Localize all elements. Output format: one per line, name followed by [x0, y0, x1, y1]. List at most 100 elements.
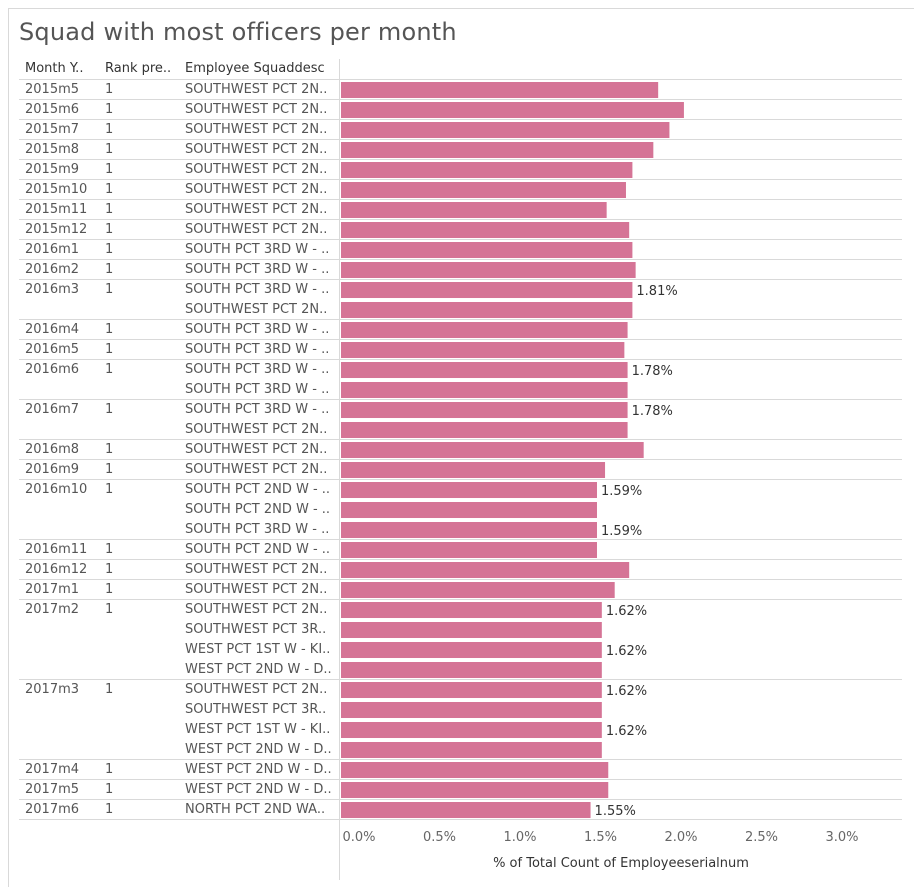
row-squad[interactable]: SOUTH PCT 3RD W - .. — [185, 342, 330, 357]
row-squad[interactable]: SOUTH PCT 3RD W - .. — [185, 402, 330, 417]
row-rank[interactable]: 1 — [105, 682, 114, 697]
row-month[interactable]: 2016m4 — [25, 322, 80, 337]
row-month[interactable]: 2016m6 — [25, 362, 80, 377]
row-squad[interactable]: SOUTH PCT 2ND W - .. — [185, 482, 331, 497]
row-squad[interactable]: SOUTHWEST PCT 2N.. — [185, 122, 328, 137]
row-rank[interactable]: 1 — [105, 482, 114, 497]
row-month[interactable]: 2015m11 — [25, 202, 88, 217]
header-squad[interactable]: Employee Squaddesc — [185, 61, 325, 76]
row-rank[interactable]: 1 — [105, 442, 114, 457]
row-squad[interactable]: SOUTH PCT 3RD W - .. — [185, 522, 330, 537]
row-rank[interactable]: 1 — [105, 102, 114, 117]
row-squad[interactable]: SOUTHWEST PCT 2N.. — [185, 422, 328, 437]
bar — [341, 122, 670, 138]
row-rank[interactable]: 1 — [105, 222, 114, 237]
bar — [341, 262, 636, 278]
row-month[interactable]: 2016m9 — [25, 462, 80, 477]
row-squad[interactable]: SOUTH PCT 2ND W - .. — [185, 542, 331, 557]
row-rank[interactable]: 1 — [105, 162, 114, 177]
row-month[interactable]: 2015m10 — [25, 182, 88, 197]
row-rank[interactable]: 1 — [105, 362, 114, 377]
row-rank[interactable]: 1 — [105, 802, 114, 817]
row-rank[interactable]: 1 — [105, 782, 114, 797]
row-squad[interactable]: WEST PCT 1ST W - KI.. — [185, 722, 331, 737]
row-month[interactable]: 2016m2 — [25, 262, 80, 277]
row-month[interactable]: 2016m5 — [25, 342, 80, 357]
row-month[interactable]: 2016m8 — [25, 442, 80, 457]
header-month[interactable]: Month Y.. — [25, 61, 84, 76]
row-month[interactable]: 2015m8 — [25, 142, 80, 157]
row-rank[interactable]: 1 — [105, 342, 114, 357]
row-month[interactable]: 2015m7 — [25, 122, 80, 137]
row-rank[interactable]: 1 — [105, 462, 114, 477]
row-month[interactable]: 2015m9 — [25, 162, 80, 177]
row-month[interactable]: 2015m6 — [25, 102, 80, 117]
row-squad[interactable]: SOUTHWEST PCT 3R.. — [185, 622, 327, 637]
row-squad[interactable]: SOUTHWEST PCT 2N.. — [185, 102, 328, 117]
row-squad[interactable]: SOUTH PCT 3RD W - .. — [185, 242, 330, 257]
row-squad[interactable]: SOUTHWEST PCT 2N.. — [185, 82, 328, 97]
row-squad[interactable]: SOUTHWEST PCT 2N.. — [185, 302, 328, 317]
row-squad[interactable]: SOUTHWEST PCT 3R.. — [185, 702, 327, 717]
row-month[interactable]: 2017m6 — [25, 802, 80, 817]
row-month[interactable]: 2016m7 — [25, 402, 80, 417]
bar — [341, 322, 628, 338]
data-label: 1.59% — [601, 484, 642, 499]
row-month[interactable]: 2016m11 — [25, 542, 88, 557]
row-squad[interactable]: SOUTH PCT 3RD W - .. — [185, 362, 330, 377]
row-squad[interactable]: SOUTHWEST PCT 2N.. — [185, 222, 328, 237]
row-squad[interactable]: SOUTH PCT 3RD W - .. — [185, 382, 330, 397]
row-month[interactable]: 2017m1 — [25, 582, 80, 597]
row-rank[interactable]: 1 — [105, 542, 114, 557]
row-rank[interactable]: 1 — [105, 562, 114, 577]
row-squad[interactable]: SOUTHWEST PCT 2N.. — [185, 442, 328, 457]
row-month[interactable]: 2017m5 — [25, 782, 80, 797]
row-rank[interactable]: 1 — [105, 122, 114, 137]
row-squad[interactable]: SOUTHWEST PCT 2N.. — [185, 462, 328, 477]
x-axis-title: % of Total Count of Employeeserialnum — [493, 856, 749, 871]
row-rank[interactable]: 1 — [105, 402, 114, 417]
row-rank[interactable]: 1 — [105, 262, 114, 277]
bar — [341, 422, 628, 438]
row-rank[interactable]: 1 — [105, 82, 114, 97]
row-rank[interactable]: 1 — [105, 282, 114, 297]
row-month[interactable]: 2015m5 — [25, 82, 80, 97]
header-rank[interactable]: Rank pre.. — [105, 61, 172, 76]
row-squad[interactable]: SOUTHWEST PCT 2N.. — [185, 142, 328, 157]
row-rank[interactable]: 1 — [105, 602, 114, 617]
row-month[interactable]: 2017m2 — [25, 602, 80, 617]
row-rank[interactable]: 1 — [105, 242, 114, 257]
row-rank[interactable]: 1 — [105, 322, 114, 337]
row-month[interactable]: 2017m4 — [25, 762, 80, 777]
row-rank[interactable]: 1 — [105, 182, 114, 197]
bar — [341, 442, 644, 458]
row-month[interactable]: 2016m3 — [25, 282, 80, 297]
row-squad[interactable]: SOUTHWEST PCT 2N.. — [185, 162, 328, 177]
row-rank[interactable]: 1 — [105, 762, 114, 777]
row-month[interactable]: 2016m10 — [25, 482, 88, 497]
row-rank[interactable]: 1 — [105, 202, 114, 217]
row-squad[interactable]: SOUTH PCT 2ND W - .. — [185, 502, 331, 517]
row-squad[interactable]: WEST PCT 2ND W - D.. — [185, 782, 332, 797]
row-month[interactable]: 2016m1 — [25, 242, 80, 257]
row-squad[interactable]: NORTH PCT 2ND WA.. — [185, 802, 326, 817]
bar — [341, 242, 633, 258]
row-month[interactable]: 2017m3 — [25, 682, 80, 697]
row-squad[interactable]: SOUTH PCT 3RD W - .. — [185, 322, 330, 337]
row-month[interactable]: 2016m12 — [25, 562, 88, 577]
row-squad[interactable]: SOUTHWEST PCT 2N.. — [185, 582, 328, 597]
row-rank[interactable]: 1 — [105, 142, 114, 157]
row-squad[interactable]: WEST PCT 2ND W - D.. — [185, 742, 332, 757]
row-squad[interactable]: SOUTH PCT 3RD W - .. — [185, 262, 330, 277]
row-squad[interactable]: SOUTHWEST PCT 2N.. — [185, 202, 328, 217]
row-squad[interactable]: SOUTH PCT 3RD W - .. — [185, 282, 330, 297]
row-squad[interactable]: SOUTHWEST PCT 2N.. — [185, 562, 328, 577]
row-rank[interactable]: 1 — [105, 582, 114, 597]
row-squad[interactable]: WEST PCT 2ND W - D.. — [185, 662, 332, 677]
row-squad[interactable]: SOUTHWEST PCT 2N.. — [185, 602, 328, 617]
row-squad[interactable]: WEST PCT 2ND W - D.. — [185, 762, 332, 777]
row-squad[interactable]: WEST PCT 1ST W - KI.. — [185, 642, 331, 657]
row-squad[interactable]: SOUTHWEST PCT 2N.. — [185, 682, 328, 697]
row-squad[interactable]: SOUTHWEST PCT 2N.. — [185, 182, 328, 197]
row-month[interactable]: 2015m12 — [25, 222, 88, 237]
